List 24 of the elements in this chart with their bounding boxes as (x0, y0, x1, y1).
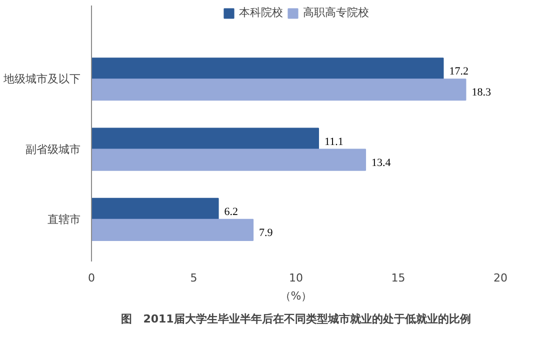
x-tick-label: 20 (494, 272, 508, 284)
text: 图 2011届大学生毕业半年后在不同类型城市就业的处于低就业的比例 (121, 312, 471, 326)
bar (92, 148, 366, 171)
bar (92, 78, 466, 101)
data-label: 6.2 (224, 206, 238, 218)
legend-label: 高职高专院校 (303, 5, 369, 20)
bar (92, 128, 319, 150)
data-label: 11.1 (324, 136, 344, 148)
x-tick-label: 5 (190, 272, 198, 284)
data-label: 17.2 (449, 66, 468, 78)
y-tick-label: 副省级城市 (26, 142, 80, 156)
legend-label: 本科院校 (239, 5, 283, 20)
bar (92, 198, 219, 220)
bar (92, 58, 444, 80)
bar (92, 218, 254, 241)
y-tick-label: 直辖市 (48, 212, 80, 226)
x-tick-label: 15 (391, 272, 406, 284)
data-label: 13.4 (372, 156, 392, 169)
data-label: 18.3 (472, 86, 492, 99)
x-tick-label: 10 (289, 272, 303, 284)
y-tick-label: 地级城市及以下 (2, 72, 80, 86)
x-tick-label: 0 (88, 272, 95, 284)
x-axis-title: （%） (280, 290, 312, 302)
data-label: 7.9 (259, 226, 274, 239)
